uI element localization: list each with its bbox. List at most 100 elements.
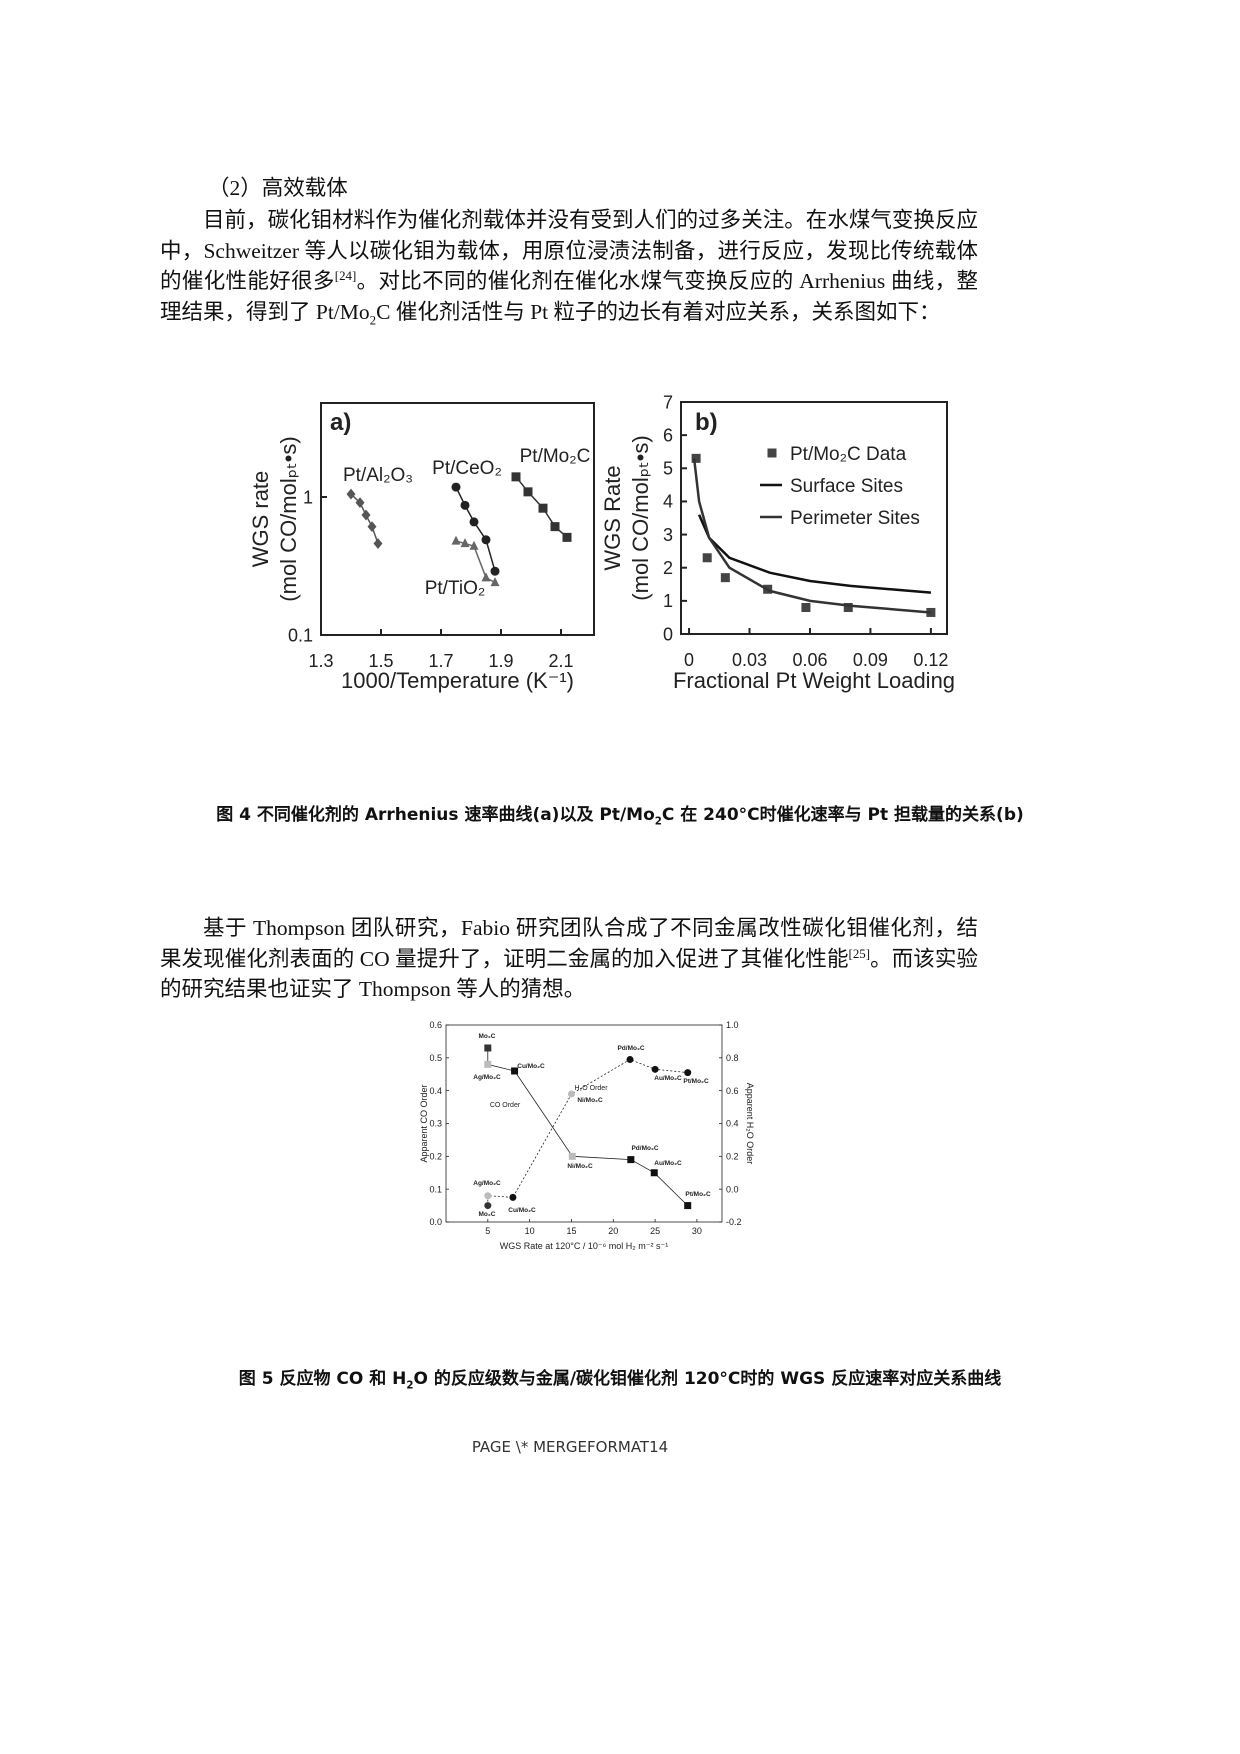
subscript: 2: [654, 816, 662, 828]
subscript: 2: [406, 1380, 414, 1392]
subscript: 2: [369, 312, 377, 327]
x-tick-label: 0.03: [732, 650, 767, 670]
y-tick-label: 0.5: [429, 1053, 442, 1063]
y-tick-label: 3: [663, 525, 673, 545]
y2-tick-label: 0.6: [726, 1086, 739, 1096]
x-tick-label: 0.12: [913, 650, 948, 670]
data-point: [767, 448, 777, 458]
series-annotation: CO Order: [490, 1102, 521, 1109]
y-tick-label: 0.4: [429, 1086, 442, 1096]
panel-label: a): [330, 409, 351, 436]
data-point: [451, 482, 461, 492]
y-tick-label: 0.1: [288, 625, 313, 645]
data-point: [627, 1156, 635, 1164]
x-tick-label: 5: [485, 1226, 490, 1236]
y2-axis-label: Apparent H₂O Order: [745, 1083, 755, 1165]
plot-frame: [680, 401, 948, 635]
point-label: Pt/Mo₂C: [685, 1191, 711, 1198]
data-point: [650, 1169, 658, 1177]
x-tick-label: 2.1: [548, 651, 573, 671]
text: 图 5 反应物 CO 和 H: [238, 1369, 407, 1389]
y-axis-label: (mol CO/molₚₜ•s): [276, 436, 301, 601]
data-point: [626, 1055, 634, 1063]
x-tick-label: 0.09: [853, 650, 888, 670]
x-tick-label: 1.5: [368, 651, 393, 671]
y-axis-label: WGS rate: [248, 471, 273, 568]
data-point: [511, 472, 521, 482]
citation: [25]: [848, 946, 871, 961]
x-tick-label: 10: [525, 1226, 535, 1236]
paragraph: 基于 Thompson 团队研究，Fabio 研究团队合成了不同金属改性碳化钼催…: [160, 913, 978, 1005]
data-point: [720, 573, 730, 583]
text: C 催化剂活性与 Pt 粒子的边长有着对应关系，关系图如下：: [376, 299, 941, 324]
data-point: [568, 1152, 576, 1160]
text: C 在 240°C时催化速率与 Pt 担载量的关系(b): [661, 805, 1024, 825]
y2-tick-label: 0.8: [726, 1053, 739, 1063]
data-point: [484, 1044, 492, 1052]
data-point: [490, 577, 500, 587]
y-tick-label: 0.6: [429, 1020, 442, 1030]
data-point: [511, 1067, 519, 1075]
x-axis-label: Fractional Pt Weight Loading: [673, 668, 955, 693]
data-point: [684, 1202, 692, 1210]
x-axis-label: 1000/Temperature (K⁻¹): [341, 668, 574, 693]
series-line: [350, 493, 379, 544]
point-label: Cu/Mo₂C: [508, 1207, 536, 1214]
heading: （2）高效载体: [208, 176, 348, 200]
series-annotation: H₂O Order: [574, 1085, 608, 1092]
point-label: Pd/Mo₂C: [631, 1145, 658, 1152]
data-point: [523, 487, 533, 497]
text: O 的反应级数与金属/碳化钼催化剂 120°C时的 WGS 反应速率对应关系曲线: [413, 1369, 1002, 1389]
series-annotation: Pt/Mo₂C: [520, 446, 591, 467]
plot-frame: [320, 402, 595, 636]
y-tick-label: 2: [663, 558, 673, 578]
point-label: Ni/Mo₂C: [567, 1163, 593, 1170]
figure-caption: 图 4 不同催化剂的 Arrhenius 速率曲线(a)以及 Pt/Mo2C 在…: [160, 800, 1080, 830]
point-label: Mo₂C: [479, 1033, 496, 1040]
data-point: [460, 538, 470, 548]
y2-tick-label: -0.2: [726, 1217, 742, 1227]
data-point: [562, 532, 572, 542]
y2-tick-label: 0.2: [726, 1151, 739, 1161]
data-point: [843, 602, 853, 612]
legend-label: Surface Sites: [790, 476, 903, 497]
y-tick-label: 5: [663, 459, 673, 479]
x-tick-label: 0: [684, 650, 694, 670]
data-point: [451, 535, 461, 545]
text: 。对比不同的催化剂在催化水煤气变换反应的 Arrhenius 曲线，整理结果，得…: [160, 269, 978, 324]
legend-label: Pt/Mo₂C Data: [790, 444, 907, 465]
data-point: [484, 1202, 492, 1210]
x-tick-label: 15: [566, 1226, 576, 1236]
y-tick-label: 1: [303, 487, 313, 507]
data-point: [484, 1192, 492, 1200]
x-tick-label: 20: [608, 1226, 618, 1236]
data-point: [373, 538, 383, 549]
panel-label: b): [695, 409, 718, 436]
series-line: [455, 486, 496, 572]
point-label: Ni/Mo₂C: [577, 1097, 603, 1104]
y-tick-label: 4: [663, 492, 673, 512]
page-footer: PAGE \* MERGEFORMAT14: [471, 1438, 669, 1456]
x-tick-label: 0.06: [792, 650, 827, 670]
data-point: [567, 1090, 575, 1098]
text: 目前，碳化钼材料作为催化剂载体并没有受到人们的过多关注。在水煤气变换反应中，Sc…: [160, 208, 978, 293]
series-annotation: Pt/TiO₂: [425, 578, 486, 599]
y-tick-label: 6: [663, 425, 673, 445]
y-tick-label: 1: [663, 591, 673, 611]
series-line: [692, 458, 932, 614]
data-point: [801, 602, 811, 612]
point-label: Au/Mo₂C: [654, 1160, 682, 1167]
data-point: [481, 535, 491, 545]
data-point: [460, 500, 470, 510]
y-tick-label: 0.1: [429, 1184, 442, 1194]
text: 。而该实验的研究结果也证实了 Thompson 等人的猜想。: [160, 946, 978, 1002]
x-tick-label: 1.9: [488, 651, 513, 671]
data-point: [469, 517, 479, 527]
x-tick-label: 1.3: [308, 651, 333, 671]
point-label: Ag/Mo₂C: [473, 1180, 501, 1187]
text: 基于 Thompson 团队研究，Fabio 研究团队合成了不同金属改性碳化钼催…: [160, 916, 978, 971]
y-tick-label: 0: [663, 624, 673, 644]
y-axis-label: (mol CO/molₚₜ•s): [628, 435, 653, 600]
